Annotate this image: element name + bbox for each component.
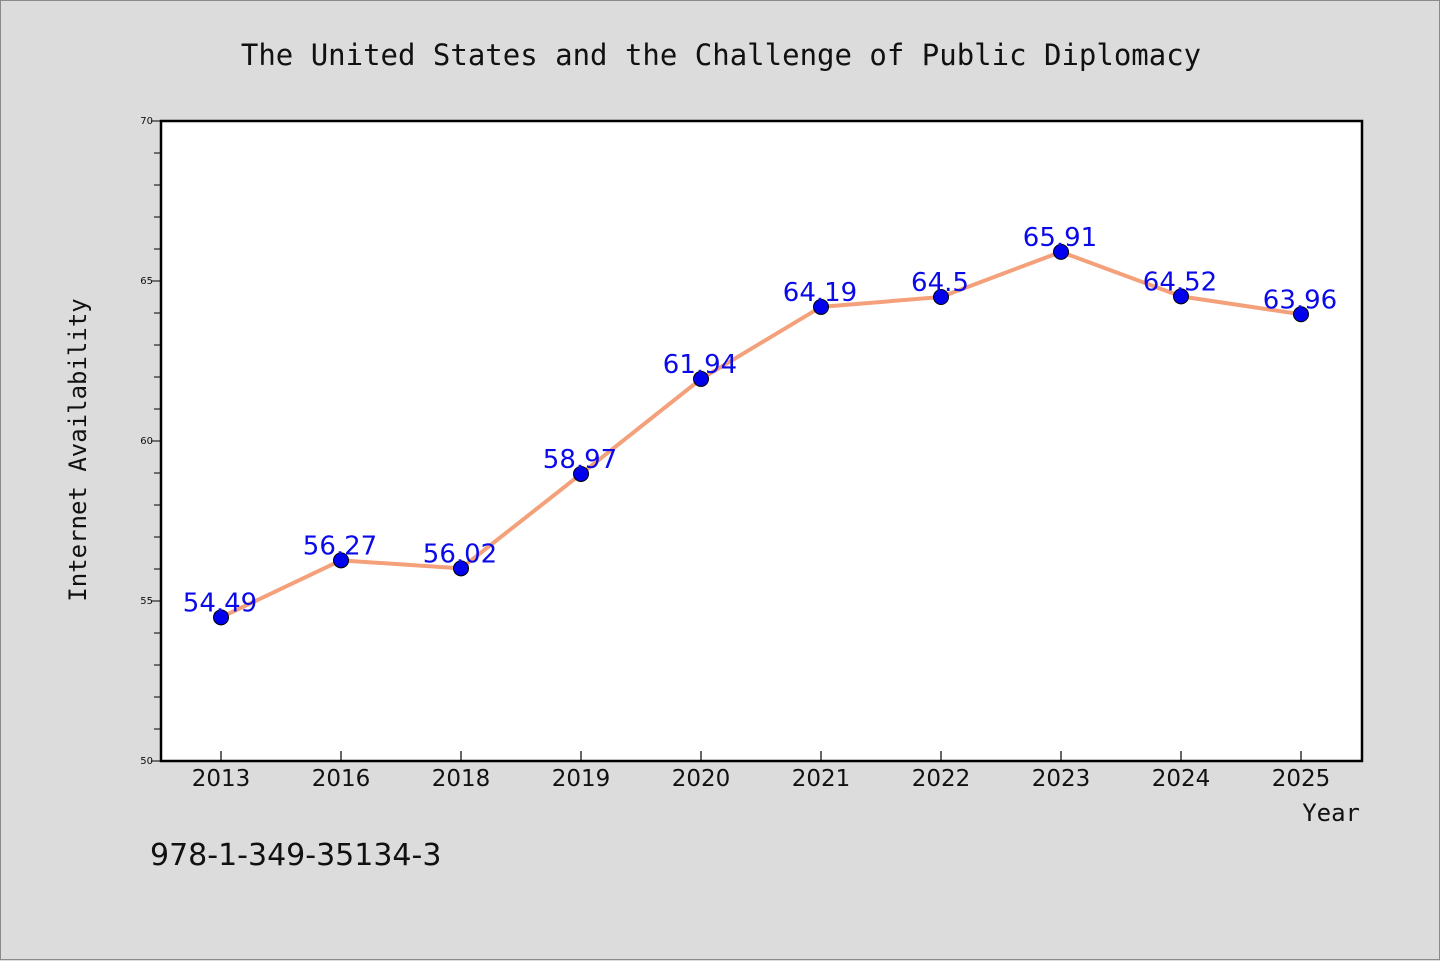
- data-point: [1053, 243, 1069, 260]
- x-tick-label: 2022: [912, 766, 971, 792]
- data-point: [333, 552, 349, 569]
- data-point: [813, 298, 829, 315]
- y-tick-label: 60: [140, 436, 153, 447]
- y-tick-label: 55: [140, 596, 153, 607]
- y-axis-label: Internet Availability: [64, 298, 92, 601]
- data-point: [573, 465, 589, 482]
- x-tick-label: 2016: [312, 766, 371, 792]
- x-tick-label: 2021: [792, 766, 851, 792]
- data-labels: 54.49 56.27 56.02 58.97 61.94 64.19 64.5 65.91 6…: [183, 223, 1337, 618]
- x-tick-label: 2025: [1272, 766, 1331, 792]
- x-axis-label: Year: [1302, 799, 1360, 827]
- y-axis: 50 55 60 65 70: [140, 116, 161, 767]
- x-tick-label: 2013: [192, 766, 251, 792]
- data-label: 64.19: [783, 278, 857, 308]
- data-point: [933, 289, 949, 305]
- x-tick-label: 2023: [1032, 766, 1091, 792]
- data-label: 61.94: [663, 350, 737, 380]
- data-label: 63.96: [1263, 285, 1337, 315]
- x-tick-label: 2018: [432, 766, 491, 792]
- y-tick-label: 65: [140, 276, 153, 287]
- x-axis: 2013 2016 2018 2019 2020 2021 2022 2023 2024 2025: [192, 751, 1331, 792]
- data-label: 54.49: [183, 588, 257, 618]
- data-label: 56.27: [303, 531, 377, 561]
- x-tick-label: 2024: [1152, 766, 1211, 792]
- series-markers: [213, 243, 1309, 626]
- x-tick-label: 2020: [672, 766, 731, 792]
- data-point: [213, 609, 229, 626]
- data-label: 58.97: [543, 445, 617, 475]
- y-tick-label: 50: [140, 756, 153, 767]
- isbn-text: 978-1-349-35134-3: [150, 838, 441, 873]
- data-point: [1173, 288, 1189, 305]
- data-point: [453, 560, 469, 577]
- data-point: [1293, 306, 1309, 323]
- chart-title: The United States and the Challenge of P…: [241, 38, 1201, 72]
- data-label: 64.52: [1143, 267, 1217, 297]
- data-label: 65.91: [1023, 223, 1097, 253]
- data-label: 64.5: [911, 268, 969, 298]
- series-line: [220, 249, 1302, 620]
- y-tick-label: 70: [140, 116, 153, 127]
- data-label: 56.02: [423, 539, 497, 569]
- x-tick-label: 2019: [552, 766, 611, 792]
- data-point: [693, 370, 709, 387]
- plot-area: [159, 119, 1364, 763]
